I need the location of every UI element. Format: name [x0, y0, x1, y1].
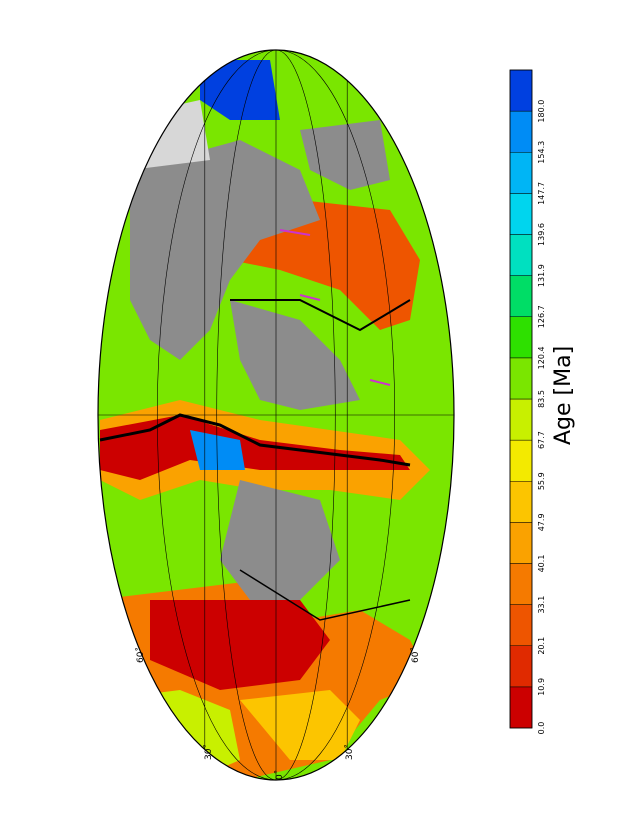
land-mass-north	[130, 140, 320, 360]
colorbar-tick-label: 10.9	[537, 678, 546, 696]
colorbar-bin	[509, 522, 533, 564]
colorbar-tick-label: 131.9	[537, 264, 546, 287]
colorbar-bin	[509, 316, 533, 359]
land-mass-south	[220, 480, 340, 600]
colorbar-tick-label: 55.9	[537, 472, 546, 490]
colorbar-tick-label: 47.9	[537, 513, 546, 531]
colorbar-title: Age [Ma]	[551, 346, 576, 445]
colorbar-bin	[509, 439, 533, 482]
colorbar-bin	[509, 193, 533, 235]
globe	[98, 50, 454, 780]
colorbar-tick-label: 147.7	[537, 182, 546, 205]
colorbar-tick-label: 33.1	[537, 596, 546, 614]
colorbar-bin	[509, 110, 533, 153]
colorbar-bin	[509, 234, 533, 276]
colorbar-bin	[509, 481, 533, 523]
land-mass-central	[230, 300, 360, 410]
colorbar-bin	[509, 604, 533, 646]
colorbar-tick-label: 83.5	[537, 390, 546, 408]
colorbar-bin	[509, 645, 533, 688]
colorbar-bin	[509, 357, 533, 400]
ocean-band-yellow	[240, 690, 360, 760]
colorbar-tick-label: 120.4	[537, 346, 546, 369]
land-mass-east	[300, 120, 390, 190]
ocean-band-old	[200, 60, 280, 120]
shelf-region	[110, 100, 210, 170]
grid-label-lon-0: 0˚	[274, 770, 285, 780]
ridge-line-sw	[239, 569, 411, 621]
colorbar-bin	[509, 69, 533, 112]
grid-label-lon-60-b: 60˚	[410, 647, 421, 663]
feature-magenta-2	[299, 294, 321, 301]
ridge-line-main	[99, 413, 411, 467]
ridge-band-red	[100, 415, 410, 480]
ocean-band-blue	[190, 430, 245, 470]
ridge-line-ne	[230, 299, 411, 332]
colorbar-bin	[509, 152, 533, 194]
colorbar-bin	[509, 398, 533, 441]
colorbar-bin	[509, 563, 533, 605]
feature-magenta-3	[369, 379, 391, 386]
feature-magenta-1	[279, 229, 311, 236]
colorbar-bin	[509, 686, 533, 729]
grid-label-lon-30-a: 30˚	[203, 744, 214, 760]
colorbar-tick-label: 180.0	[537, 100, 546, 123]
colorbar-tick-label: 20.1	[537, 637, 546, 655]
colorbar-tick-label: 67.7	[537, 431, 546, 449]
ocean-band-young	[150, 600, 330, 690]
grid-label-lon-60-a: 60˚	[135, 647, 146, 663]
colorbar-tick-label: 40.1	[537, 555, 546, 573]
globe-outline	[97, 49, 455, 781]
colorbar-frame	[509, 69, 533, 729]
grid-label-lon-30-b: 30˚	[344, 744, 355, 760]
ocean-band-cyan	[100, 760, 170, 780]
colorbar: 0.0 10.9 20.1 33.1 40.1 47.9 55.9 67.7 83.5 120.4…	[509, 69, 546, 735]
colorbar-tick-label: 0.0	[537, 722, 546, 735]
colorbar-tick-label: 126.7	[537, 305, 546, 328]
colorbar-tick-label: 139.6	[537, 223, 546, 246]
colorbar-bin	[509, 275, 533, 317]
graticule	[98, 50, 454, 780]
colorbar-tick-label: 154.3	[537, 141, 546, 164]
